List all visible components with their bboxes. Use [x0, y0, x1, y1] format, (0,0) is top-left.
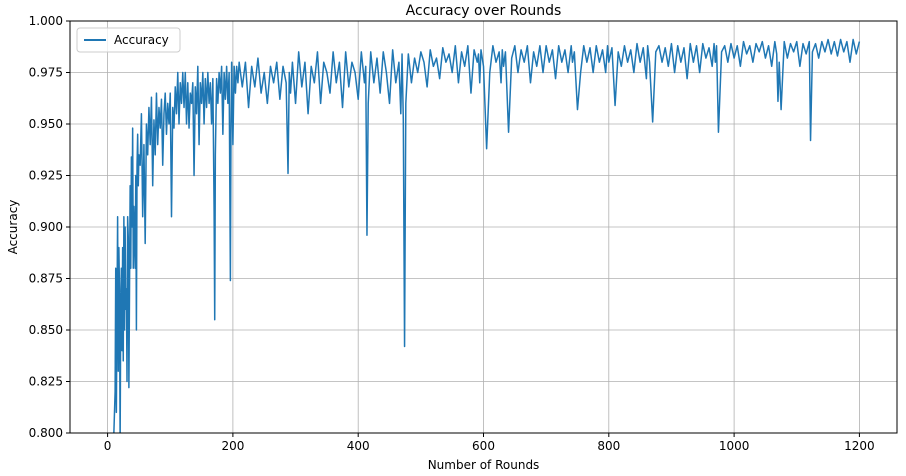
x-tick-label: 400: [347, 439, 370, 453]
chart-title: Accuracy over Rounds: [406, 3, 562, 19]
x-tick-label: 1200: [844, 439, 875, 453]
legend: Accuracy: [76, 27, 181, 53]
y-tick-label: 0.950: [29, 117, 63, 131]
x-tick-label: 600: [472, 439, 495, 453]
legend-label: Accuracy: [114, 33, 169, 47]
x-tick-label: 800: [597, 439, 620, 453]
x-tick-label: 200: [221, 439, 244, 453]
y-tick-label: 1.000: [29, 14, 63, 28]
series-line-accuracy: [113, 38, 861, 433]
y-tick-label: 0.925: [29, 169, 63, 183]
x-tick-label: 1000: [719, 439, 750, 453]
legend-box: [76, 27, 181, 53]
axis-ticks: 0 200 400 600 800 1000 1200 0.800 0.825 0.850 0.87…: [29, 14, 875, 453]
y-tick-label: 0.825: [29, 375, 63, 389]
plot-area: [113, 38, 861, 433]
y-axis-title: Accuracy: [6, 200, 20, 255]
y-tick-label: 0.800: [29, 426, 63, 440]
x-tick-label: 0: [104, 439, 112, 453]
x-axis-title: Number of Rounds: [428, 458, 540, 472]
y-tick-label: 0.900: [29, 220, 63, 234]
y-tick-label: 0.975: [29, 66, 63, 80]
y-tick-label: 0.875: [29, 272, 63, 286]
y-tick-label: 0.850: [29, 323, 63, 337]
